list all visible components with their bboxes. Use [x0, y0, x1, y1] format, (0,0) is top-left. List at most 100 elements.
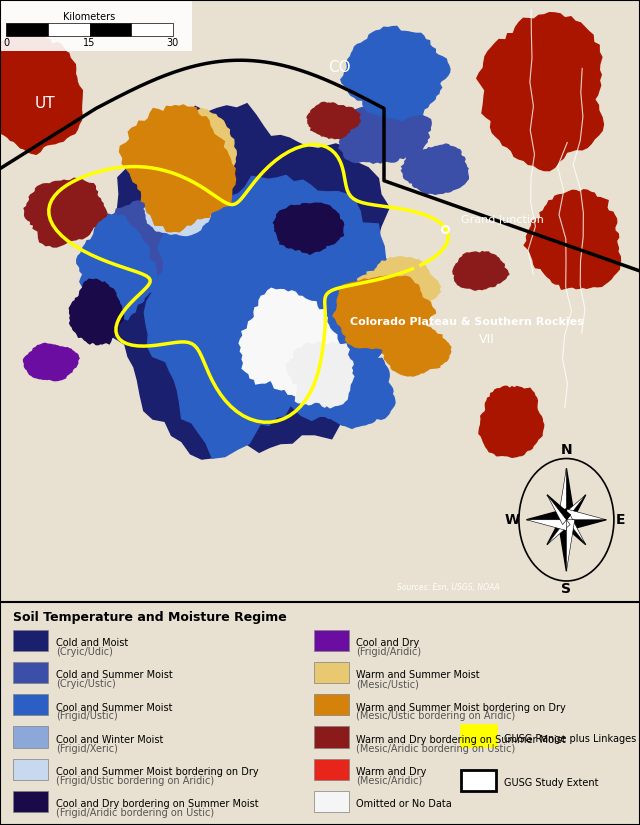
Polygon shape — [120, 105, 236, 232]
Polygon shape — [566, 469, 575, 520]
Text: (Frigid/Aridic): (Frigid/Aridic) — [356, 647, 422, 657]
Bar — [461, 725, 496, 747]
Text: GUSG Study Extent: GUSG Study Extent — [504, 778, 598, 789]
Text: Cool and Summer Moist bordering on Dry: Cool and Summer Moist bordering on Dry — [56, 767, 259, 777]
Bar — [13, 694, 48, 715]
Bar — [6, 23, 48, 36]
Text: (Mesic/Ustic bordering on Aridic): (Mesic/Ustic bordering on Aridic) — [356, 711, 516, 721]
Text: Cold and Moist: Cold and Moist — [56, 638, 128, 648]
Text: VII: VII — [479, 333, 494, 346]
Text: Cool and Dry bordering on Summer Moist: Cool and Dry bordering on Summer Moist — [56, 799, 259, 809]
Text: Warm and Summer Moist: Warm and Summer Moist — [356, 670, 480, 681]
Polygon shape — [563, 495, 586, 520]
Text: UT: UT — [35, 97, 55, 111]
Bar — [0, 0, 192, 51]
Bar — [131, 23, 173, 36]
Polygon shape — [178, 150, 231, 186]
Polygon shape — [527, 509, 566, 520]
Polygon shape — [566, 520, 575, 571]
Text: (Cryic/Ustic): (Cryic/Ustic) — [56, 679, 115, 689]
Text: (Frigid/Ustic bordering on Aridic): (Frigid/Ustic bordering on Aridic) — [56, 776, 214, 786]
Text: Cool and Dry: Cool and Dry — [356, 638, 420, 648]
Polygon shape — [524, 190, 621, 290]
Text: Grand Junction: Grand Junction — [461, 214, 543, 225]
Polygon shape — [547, 515, 566, 544]
Text: Sources: Esri, USGS, NOAA: Sources: Esri, USGS, NOAA — [397, 583, 499, 592]
Polygon shape — [453, 252, 509, 290]
Polygon shape — [77, 214, 158, 320]
Polygon shape — [24, 178, 107, 247]
Polygon shape — [547, 520, 570, 544]
Polygon shape — [150, 108, 236, 194]
Text: Warm and Dry bordering on Summer Moist: Warm and Dry bordering on Summer Moist — [356, 735, 566, 745]
Text: CO: CO — [328, 60, 351, 75]
Polygon shape — [401, 144, 468, 195]
Text: (Mesic/Aridic): (Mesic/Aridic) — [356, 776, 423, 786]
Text: Cool and Summer Moist: Cool and Summer Moist — [56, 703, 172, 713]
Polygon shape — [566, 509, 606, 520]
Text: Colorado Plateau & Southern Rockies: Colorado Plateau & Southern Rockies — [350, 318, 584, 328]
Polygon shape — [566, 515, 586, 544]
Bar — [314, 662, 349, 683]
Bar — [48, 23, 90, 36]
Polygon shape — [333, 276, 435, 351]
Polygon shape — [308, 355, 395, 428]
Bar — [13, 759, 48, 780]
Polygon shape — [527, 520, 566, 530]
Text: (Frigid/Ustic): (Frigid/Ustic) — [56, 711, 117, 721]
Polygon shape — [383, 323, 451, 376]
Text: N: N — [561, 443, 572, 457]
Bar — [13, 727, 48, 747]
Text: Warm and Summer Moist bordering on Dry: Warm and Summer Moist bordering on Dry — [356, 703, 566, 713]
Text: (Frigid/Aridic bordering on Ustic): (Frigid/Aridic bordering on Ustic) — [56, 808, 214, 818]
Bar — [13, 791, 48, 812]
Text: Cool and Winter Moist: Cool and Winter Moist — [56, 735, 163, 745]
Bar — [90, 23, 131, 36]
Bar — [314, 727, 349, 747]
Text: 15: 15 — [83, 38, 96, 48]
Polygon shape — [239, 288, 342, 396]
Polygon shape — [273, 203, 344, 254]
Polygon shape — [106, 104, 389, 459]
Text: Warm and Dry: Warm and Dry — [356, 767, 427, 777]
Polygon shape — [479, 386, 543, 457]
Text: (Cryic/Udic): (Cryic/Udic) — [56, 647, 113, 657]
Polygon shape — [69, 279, 124, 345]
Polygon shape — [287, 342, 354, 408]
Polygon shape — [144, 186, 211, 235]
Polygon shape — [355, 257, 440, 318]
Bar — [314, 694, 349, 715]
Text: (Frigid/Xeric): (Frigid/Xeric) — [56, 743, 118, 754]
Polygon shape — [558, 520, 566, 571]
Polygon shape — [563, 520, 586, 544]
Polygon shape — [341, 26, 450, 120]
Polygon shape — [558, 469, 566, 520]
Text: (Mesic/Aridic bordering on Ustic): (Mesic/Aridic bordering on Ustic) — [356, 743, 516, 754]
Text: (Mesic/Ustic): (Mesic/Ustic) — [356, 679, 419, 689]
Text: Cold and Summer Moist: Cold and Summer Moist — [56, 670, 172, 681]
Text: Soil Temperature and Moisture Regime: Soil Temperature and Moisture Regime — [13, 611, 287, 625]
Polygon shape — [477, 12, 604, 171]
Text: 0: 0 — [3, 38, 10, 48]
Text: Kilometers: Kilometers — [63, 12, 116, 21]
Polygon shape — [547, 495, 566, 525]
Bar — [314, 791, 349, 812]
Polygon shape — [566, 495, 586, 525]
Bar — [13, 629, 48, 651]
Text: E: E — [616, 513, 625, 526]
Polygon shape — [144, 176, 399, 458]
Bar — [13, 662, 48, 683]
Text: Omitted or No Data: Omitted or No Data — [356, 799, 452, 809]
Polygon shape — [0, 32, 83, 154]
Polygon shape — [307, 102, 360, 139]
Polygon shape — [566, 520, 606, 530]
Polygon shape — [24, 343, 79, 380]
Polygon shape — [338, 99, 431, 163]
Bar — [314, 759, 349, 780]
Text: 30: 30 — [166, 38, 179, 48]
Text: GUSG Range plus Linkages: GUSG Range plus Linkages — [504, 733, 636, 744]
Polygon shape — [547, 495, 570, 520]
Text: S: S — [561, 582, 572, 596]
Polygon shape — [97, 201, 222, 283]
Bar — [461, 770, 496, 791]
